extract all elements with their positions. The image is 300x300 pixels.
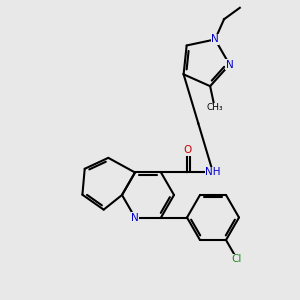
Text: Cl: Cl <box>232 254 242 264</box>
Text: N: N <box>131 212 139 223</box>
Text: N: N <box>226 60 233 70</box>
Text: CH₃: CH₃ <box>206 103 223 112</box>
Text: N: N <box>211 34 219 44</box>
Text: O: O <box>183 146 191 155</box>
Text: NH: NH <box>205 167 221 178</box>
